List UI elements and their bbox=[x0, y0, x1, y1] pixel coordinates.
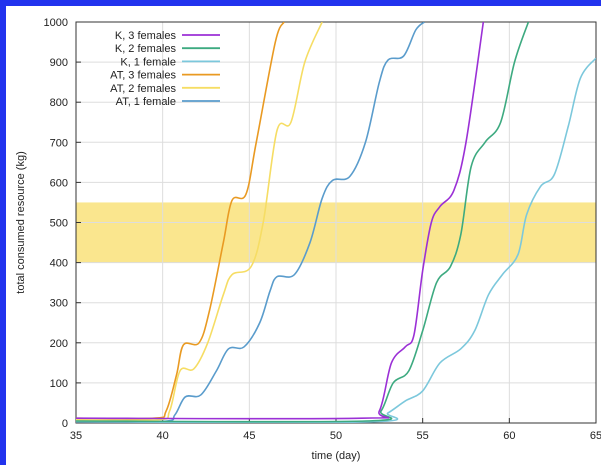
legend-label: AT, 3 females bbox=[110, 70, 176, 82]
x-tick-label: 35 bbox=[70, 430, 82, 442]
legend-label: AT, 2 females bbox=[110, 83, 176, 95]
series-line-k-3-females bbox=[76, 22, 485, 420]
series-line-at-2-females bbox=[76, 22, 323, 422]
y-tick-label: 1000 bbox=[44, 17, 68, 29]
x-tick-label: 55 bbox=[417, 430, 429, 442]
legend-label: K, 3 females bbox=[115, 30, 177, 42]
y-tick-label: 300 bbox=[50, 298, 68, 310]
y-axis-label: total consumed resource (kg) bbox=[15, 151, 27, 293]
series-line-k-1-female bbox=[76, 57, 596, 423]
y-tick-label: 200 bbox=[50, 338, 68, 350]
series-layer bbox=[76, 22, 596, 423]
y-tick-label: 0 bbox=[62, 418, 68, 430]
x-tick-label: 65 bbox=[590, 430, 601, 442]
y-tick-label: 600 bbox=[50, 177, 68, 189]
axes-layer: 35 40 45 50 55 60 65 0 100 200 300 400 500 600 700 800 9… bbox=[44, 17, 601, 442]
x-tick-label: 40 bbox=[157, 430, 169, 442]
x-tick-label: 45 bbox=[243, 430, 255, 442]
x-tick-label: 60 bbox=[503, 430, 515, 442]
y-tick-label: 100 bbox=[50, 378, 68, 390]
x-axis-label: time (day) bbox=[312, 450, 361, 462]
series-line-at-3-females bbox=[76, 22, 285, 420]
y-tick-label: 400 bbox=[50, 258, 68, 270]
x-tick-label: 50 bbox=[330, 430, 342, 442]
y-tick-label: 500 bbox=[50, 218, 68, 230]
legend-label: K, 1 female bbox=[120, 56, 176, 68]
series-line-k-2-females bbox=[76, 22, 530, 423]
y-tick-label: 800 bbox=[50, 97, 68, 109]
y-tick-label: 700 bbox=[50, 137, 68, 149]
legend-label: AT, 1 female bbox=[116, 96, 176, 108]
series-line-at-1-female bbox=[76, 22, 425, 423]
legend-label: K, 2 females bbox=[115, 43, 177, 55]
y-tick-label: 900 bbox=[50, 57, 68, 69]
